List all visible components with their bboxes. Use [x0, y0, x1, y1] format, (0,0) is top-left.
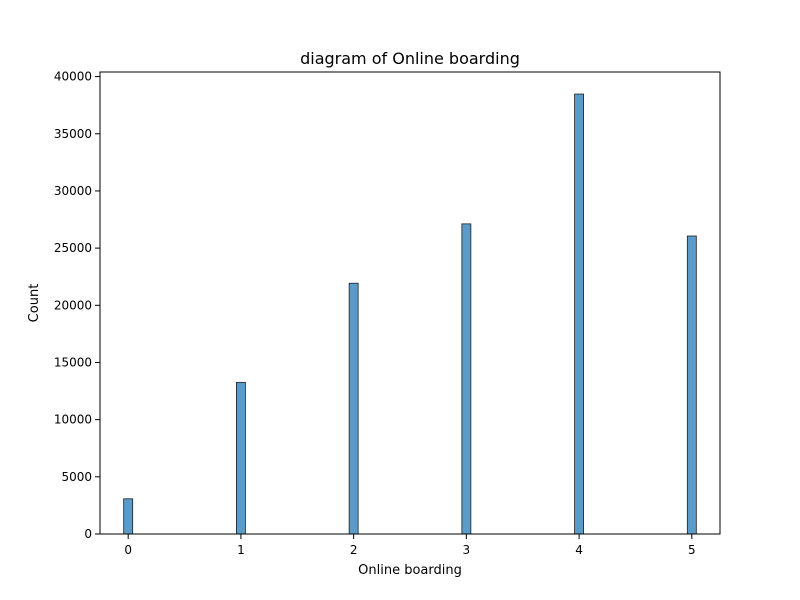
- y-axis-label: Count: [27, 284, 42, 323]
- y-tick-label-15000: 15000: [54, 355, 92, 369]
- x-tick-label-0: 0: [124, 543, 132, 557]
- y-tick-label-5000: 5000: [61, 470, 92, 484]
- y-tick-label-30000: 30000: [54, 184, 92, 198]
- y-tick-label-10000: 10000: [54, 413, 92, 427]
- x-tick-label-3: 3: [463, 543, 471, 557]
- bar-4: [574, 93, 584, 535]
- y-tick-label-35000: 35000: [54, 127, 92, 141]
- y-tick-label-20000: 20000: [54, 298, 92, 312]
- chart-title: diagram of Online boarding: [300, 49, 520, 68]
- plot-area-frame: [99, 71, 721, 535]
- x-axis-ticks: 0 1 2 3 4 5: [124, 534, 696, 557]
- bar-1: [236, 381, 246, 535]
- x-tick-label-4: 4: [575, 543, 583, 557]
- y-axis-ticks: 0 5000 10000 15000 20000 25000 30000 35000 40000: [54, 70, 100, 541]
- y-tick-label-0: 0: [84, 527, 92, 541]
- x-tick-label-5: 5: [688, 543, 696, 557]
- y-tick-label-25000: 25000: [54, 241, 92, 255]
- x-tick-label-2: 2: [350, 543, 358, 557]
- bar-5: [686, 235, 697, 535]
- x-tick-label-1: 1: [237, 543, 245, 557]
- y-tick-label-40000: 40000: [54, 70, 92, 84]
- bar-0: [123, 498, 134, 535]
- bar-3: [461, 223, 472, 535]
- bar-2: [348, 282, 359, 535]
- x-axis-label: Online boarding: [358, 563, 462, 578]
